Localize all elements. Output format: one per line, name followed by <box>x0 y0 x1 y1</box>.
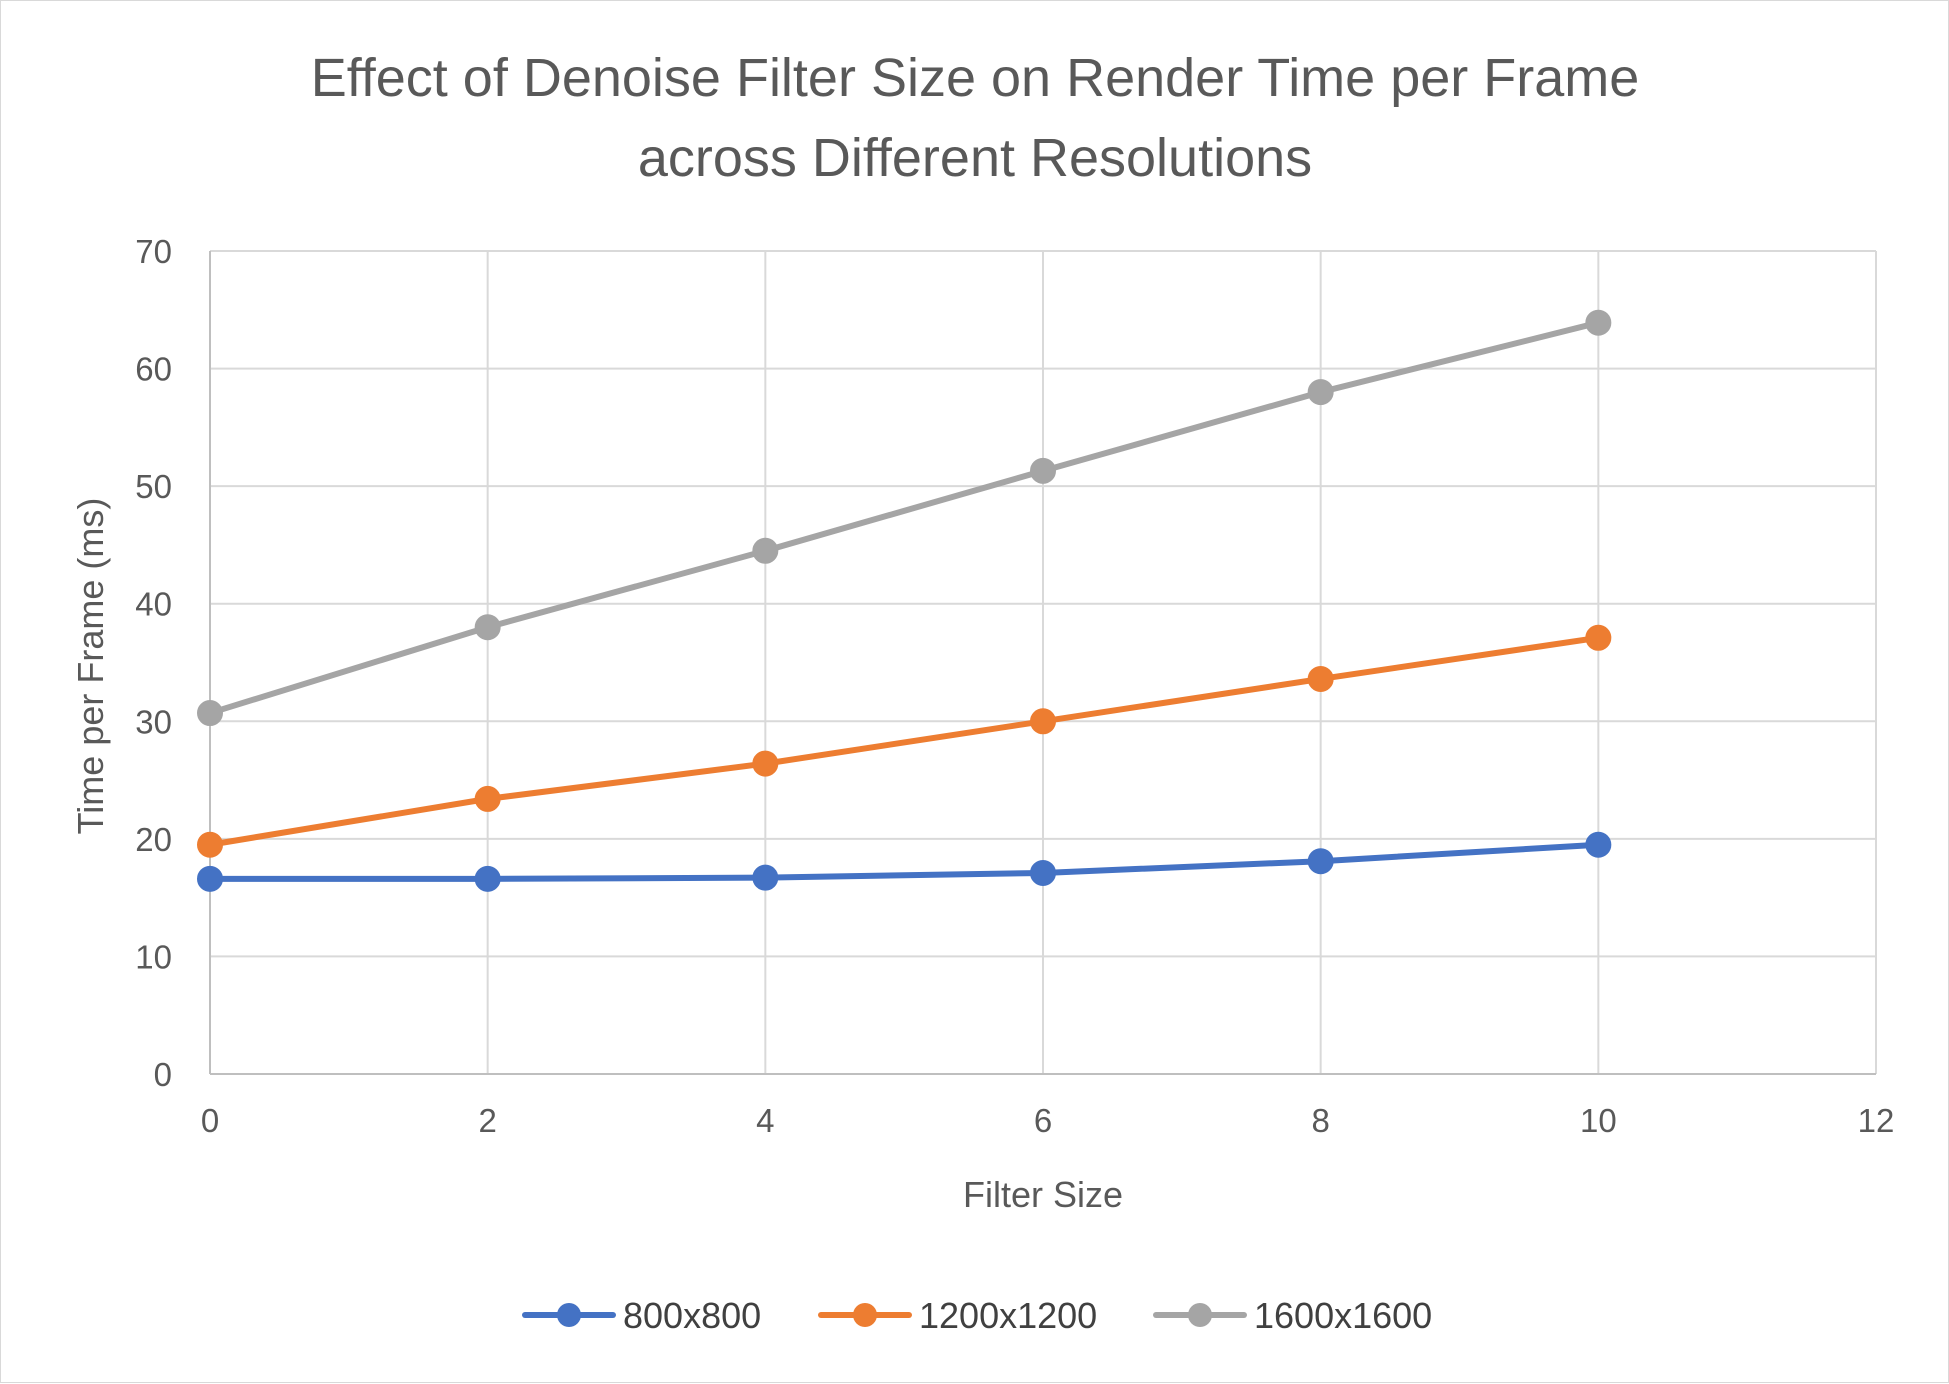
x-tick-label: 0 <box>201 1102 219 1139</box>
data-point <box>1030 457 1056 484</box>
data-point <box>197 865 223 892</box>
y-tick-label: 10 <box>135 938 172 975</box>
legend-swatch-marker <box>853 1303 877 1327</box>
y-tick-label: 50 <box>135 468 172 505</box>
x-tick-label: 12 <box>1858 1102 1895 1139</box>
legend-swatch-marker <box>557 1303 581 1327</box>
y-tick-label: 30 <box>135 703 172 740</box>
data-point <box>197 831 223 858</box>
data-point <box>752 537 779 564</box>
legend-swatch-marker <box>1188 1303 1212 1327</box>
legend-item: 800x800 <box>522 1295 761 1336</box>
x-tick-label: 8 <box>1311 1102 1329 1139</box>
series-1200x1200 <box>197 624 1612 858</box>
tick-labels: 0 10 20 30 40 50 60 70 0 2 4 6 8 10 12 <box>135 233 1894 1139</box>
chart-title-line-2: across Different Resolutions <box>638 128 1312 188</box>
x-tick-label: 4 <box>756 1102 774 1139</box>
x-tick-label: 6 <box>1034 1102 1052 1139</box>
data-point <box>752 750 779 777</box>
series-1600x1600 <box>197 309 1612 727</box>
legend-label: 1600x1600 <box>1254 1295 1432 1336</box>
y-tick-label: 20 <box>135 821 172 858</box>
x-tick-label: 2 <box>478 1102 496 1139</box>
series <box>197 309 1612 892</box>
data-point <box>474 614 501 641</box>
data-point <box>1585 831 1612 858</box>
data-point <box>1307 379 1334 406</box>
y-tick-label: 70 <box>135 233 172 270</box>
series-line <box>207 841 1602 882</box>
legend-label: 1200x1200 <box>919 1295 1097 1336</box>
data-point <box>1030 859 1056 886</box>
legend-item: 1200x1200 <box>818 1295 1097 1336</box>
series-line <box>207 634 1602 848</box>
y-axis-title: Time per Frame (ms) <box>70 498 111 835</box>
legend-label: 800x800 <box>623 1295 761 1336</box>
data-point <box>474 865 501 892</box>
data-point <box>1585 624 1612 651</box>
series-line <box>207 319 1602 717</box>
data-point <box>1585 309 1612 336</box>
data-point <box>474 785 501 812</box>
x-axis-title: Filter Size <box>963 1174 1123 1215</box>
chart-title-line-1: Effect of Denoise Filter Size on Render … <box>311 48 1640 108</box>
data-point <box>1307 665 1334 692</box>
chart-title: Effect of Denoise Filter Size on Render … <box>311 48 1640 188</box>
legend-item: 1600x1600 <box>1153 1295 1432 1336</box>
legend: 800x800 1200x1200 1600x1600 <box>522 1295 1432 1336</box>
y-tick-label: 60 <box>135 351 172 388</box>
data-point <box>197 700 223 727</box>
y-tick-label: 40 <box>135 586 172 623</box>
data-point <box>752 864 779 891</box>
gridlines <box>210 250 1877 1074</box>
data-point <box>1030 708 1056 735</box>
data-point <box>1307 848 1334 875</box>
y-tick-label: 0 <box>154 1056 172 1093</box>
axes <box>209 251 1876 1075</box>
series-800x800 <box>197 831 1612 892</box>
x-tick-label: 10 <box>1580 1102 1617 1139</box>
